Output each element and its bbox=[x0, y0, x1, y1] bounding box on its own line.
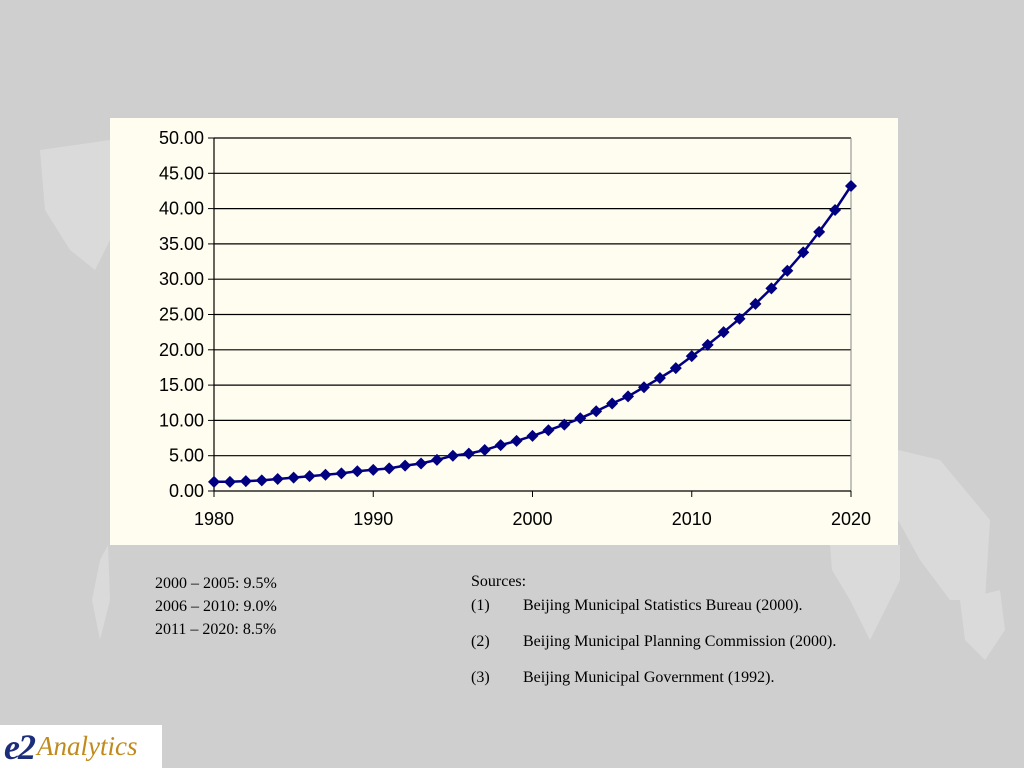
data-point bbox=[781, 264, 794, 277]
data-point bbox=[829, 204, 842, 217]
growth-rates: 2000 – 2005: 9.5% 2006 – 2010: 9.0% 2011… bbox=[155, 572, 277, 641]
data-point bbox=[335, 467, 348, 480]
y-tick-label: 5.00 bbox=[169, 446, 204, 466]
data-point bbox=[622, 390, 635, 403]
source-number: (1) bbox=[471, 597, 490, 614]
data-point bbox=[542, 424, 555, 437]
x-tick-label: 1980 bbox=[194, 509, 234, 529]
y-tick-label: 35.00 bbox=[159, 234, 204, 254]
source-text: Beijing Municipal Government (1992). bbox=[523, 669, 775, 686]
data-point bbox=[558, 418, 571, 431]
y-tick-label: 40.00 bbox=[159, 199, 204, 219]
data-point bbox=[287, 471, 300, 484]
data-point bbox=[669, 362, 682, 375]
data-point bbox=[733, 312, 746, 325]
source-text: Beijing Municipal Planning Commission (2… bbox=[523, 633, 837, 650]
sources-heading: Sources: bbox=[471, 573, 527, 590]
data-point bbox=[223, 475, 236, 488]
y-axis-tick-labels: 0.00 5.00 10.00 15.00 20.00 25.00 30.00 35.00 40… bbox=[159, 128, 204, 501]
data-point bbox=[415, 457, 428, 470]
x-tick-label: 2020 bbox=[831, 509, 871, 529]
x-axis-tick-labels: 1980 1990 2000 2010 2020 bbox=[194, 509, 871, 529]
data-point bbox=[813, 225, 826, 238]
gridlines bbox=[214, 137, 851, 457]
data-point bbox=[208, 475, 220, 488]
data-point bbox=[478, 444, 491, 457]
data-point bbox=[749, 297, 762, 310]
y-tick-label: 50.00 bbox=[159, 128, 204, 148]
source-item: (3) Beijing Municipal Government (1992). bbox=[471, 667, 836, 703]
data-point bbox=[526, 429, 539, 442]
logo-e2-mark: e2 bbox=[4, 726, 36, 767]
sources-list: Sources: (1) Beijing Municipal Statistic… bbox=[471, 571, 836, 703]
source-item: (2) Beijing Municipal Planning Commissio… bbox=[471, 631, 836, 667]
data-point bbox=[701, 338, 714, 351]
logo-wordmark: Analytics bbox=[36, 731, 138, 761]
source-item: (1) Beijing Municipal Statistics Bureau … bbox=[471, 595, 836, 631]
data-point bbox=[239, 475, 252, 488]
data-point bbox=[430, 453, 443, 466]
y-tick-label: 0.00 bbox=[169, 481, 204, 501]
data-point bbox=[494, 439, 507, 452]
source-text: Beijing Municipal Statistics Bureau (200… bbox=[523, 597, 803, 614]
data-point bbox=[685, 350, 698, 363]
data-point bbox=[255, 474, 268, 487]
data-point bbox=[399, 459, 412, 472]
data-point bbox=[351, 465, 364, 478]
chart-panel: 0.00 5.00 10.00 15.00 20.00 25.00 30.00 35.00 40… bbox=[110, 118, 898, 545]
data-point bbox=[845, 180, 857, 193]
data-point bbox=[319, 468, 332, 481]
data-point bbox=[606, 397, 619, 410]
data-point bbox=[765, 282, 778, 295]
line-chart: 0.00 5.00 10.00 15.00 20.00 25.00 30.00 35.00 40… bbox=[159, 128, 871, 529]
x-tick-label: 1990 bbox=[353, 509, 393, 529]
y-tick-label: 20.00 bbox=[159, 340, 204, 360]
data-point bbox=[510, 434, 523, 447]
y-tick-label: 15.00 bbox=[159, 375, 204, 395]
data-point bbox=[303, 470, 316, 483]
data-point bbox=[653, 372, 666, 385]
x-tick-label: 2000 bbox=[512, 509, 552, 529]
data-point bbox=[446, 449, 459, 462]
y-tick-label: 10.00 bbox=[159, 410, 204, 430]
source-number: (2) bbox=[471, 633, 490, 650]
data-point bbox=[462, 447, 475, 460]
y-tick-label: 45.00 bbox=[159, 163, 204, 183]
source-number: (3) bbox=[471, 669, 490, 686]
data-point bbox=[383, 462, 396, 475]
x-tick-label: 2010 bbox=[672, 509, 712, 529]
growth-rate-line: 2011 – 2020: 8.5% bbox=[155, 621, 277, 638]
e2-analytics-logo: e2 Analytics bbox=[0, 725, 162, 768]
data-point bbox=[590, 405, 603, 418]
growth-rate-line: 2006 – 2010: 9.0% bbox=[155, 598, 277, 615]
data-point bbox=[797, 246, 810, 259]
data-point bbox=[574, 412, 587, 425]
y-tick-label: 30.00 bbox=[159, 269, 204, 289]
growth-rate-line: 2000 – 2005: 9.5% bbox=[155, 575, 277, 592]
data-point bbox=[637, 381, 650, 394]
data-point bbox=[717, 326, 730, 339]
axes bbox=[208, 137, 852, 497]
data-point bbox=[271, 472, 284, 485]
series bbox=[208, 180, 857, 488]
y-tick-label: 25.00 bbox=[159, 305, 204, 325]
data-point bbox=[367, 463, 380, 476]
